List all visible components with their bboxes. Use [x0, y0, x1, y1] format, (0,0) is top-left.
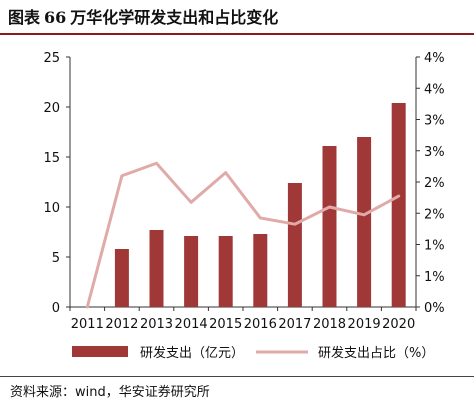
- bar-rd-expense: [253, 234, 268, 307]
- x-tick-label: 2015: [209, 317, 242, 332]
- right-tick-label: 0%: [424, 301, 445, 316]
- right-tick-label: 3%: [424, 145, 445, 160]
- right-tick-label: 4%: [424, 51, 445, 66]
- source-note: 资料来源：wind，华安证券研究所: [10, 385, 210, 400]
- right-tick-label: 1%: [424, 270, 445, 285]
- x-tick-label: 2020: [382, 317, 415, 332]
- line-rd-ratio: [85, 161, 401, 309]
- figure-number: 66: [44, 8, 67, 27]
- figure-title: 万华化学研发支出和占比变化: [70, 8, 279, 27]
- x-tick-label: 2011: [71, 317, 104, 332]
- bar-rd-expense: [149, 230, 164, 307]
- legend-label-line: 研发支出占比（%）: [318, 345, 434, 361]
- chart-title: 图表 66 万华化学研发支出和占比变化: [8, 4, 278, 28]
- bar-rd-expense: [218, 236, 233, 307]
- x-tick-label: 2017: [278, 317, 311, 332]
- right-tick-label: 4%: [424, 82, 445, 97]
- bar-rd-expense: [287, 183, 302, 307]
- right-tick-label: 2%: [424, 207, 445, 222]
- right-tick-label: 1%: [424, 239, 445, 254]
- x-tick-label: 2016: [244, 317, 277, 332]
- bar-rd-expense: [114, 249, 129, 307]
- right-tick-label: 2%: [424, 176, 445, 191]
- left-tick-label: 25: [43, 51, 60, 66]
- title-divider: [0, 33, 474, 35]
- right-tick-label: 3%: [424, 114, 445, 129]
- left-tick-label: 0: [52, 301, 60, 316]
- x-tick-label: 2019: [348, 317, 381, 332]
- legend-label-bar: 研发支出（亿元）: [140, 345, 244, 361]
- left-tick-label: 5: [52, 251, 60, 266]
- left-tick-label: 10: [43, 201, 60, 216]
- x-tick-label: 2013: [140, 317, 173, 332]
- bar-rd-expense: [391, 103, 406, 307]
- source-divider: [0, 376, 474, 377]
- legend-swatch-bar: [72, 346, 128, 357]
- bar-rd-expense: [322, 146, 337, 307]
- left-tick-label: 15: [43, 151, 60, 166]
- x-tick-label: 2018: [313, 317, 346, 332]
- combo-chart: 0 5 10 15 20 25 0% 1% 1% 2% 2% 3% 3% 4% 4% 2011 2012 2013…: [43, 51, 445, 361]
- x-tick-label: 2014: [175, 317, 208, 332]
- bar-rd-expense: [357, 137, 372, 307]
- x-tick-label: 2012: [105, 317, 138, 332]
- bar-rd-expense: [184, 236, 199, 307]
- left-tick-label: 20: [43, 101, 60, 116]
- figure-label: 图表: [8, 8, 41, 27]
